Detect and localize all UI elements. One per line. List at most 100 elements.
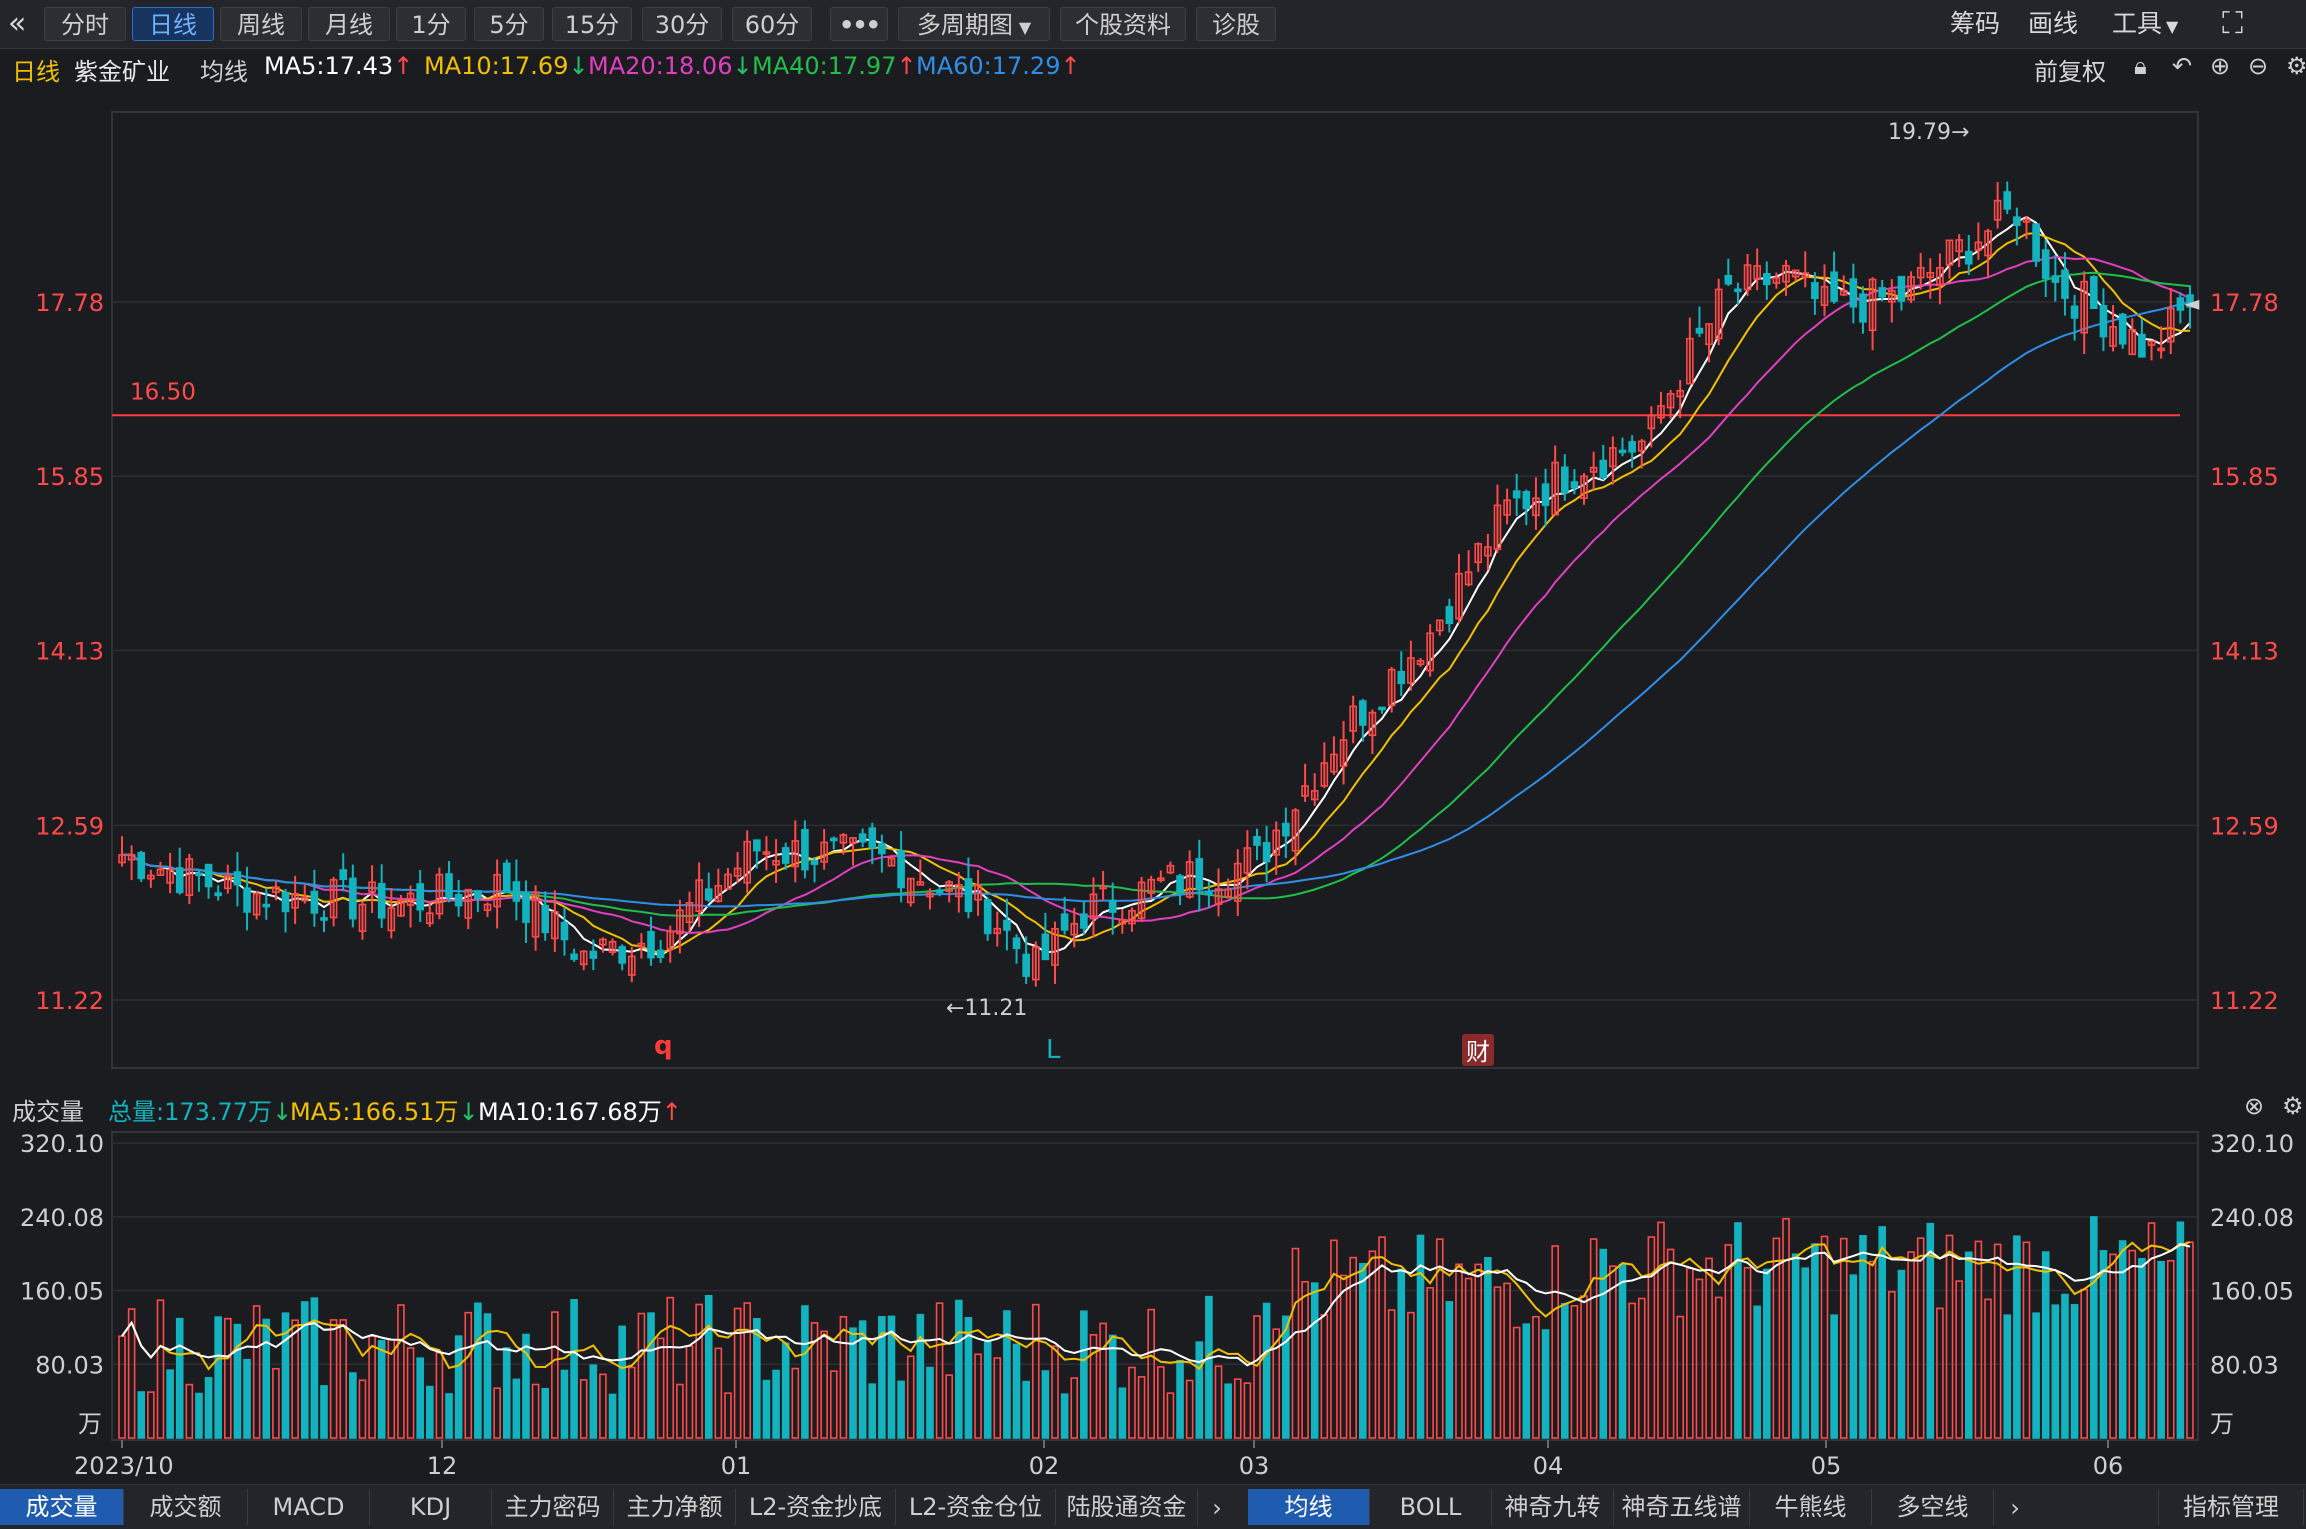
tab-kdj[interactable]: KDJ bbox=[370, 1489, 492, 1525]
volume-bar bbox=[906, 1355, 915, 1439]
draw-button[interactable]: 画线 bbox=[2028, 9, 2079, 38]
tab-boll[interactable]: BOLL bbox=[1370, 1489, 1492, 1525]
candle-body bbox=[1551, 461, 1559, 516]
tab-volume[interactable]: 成交量 bbox=[0, 1489, 124, 1525]
candle-body bbox=[829, 837, 838, 842]
volume-bar bbox=[897, 1380, 905, 1439]
adjust-mode[interactable]: 前复权 bbox=[2034, 58, 2106, 86]
tools-dropdown[interactable]: 工具 ▼ bbox=[2112, 7, 2178, 41]
candle-body bbox=[1830, 271, 1838, 302]
period-tab-5min[interactable]: 5分 bbox=[474, 7, 544, 41]
tab-ma[interactable]: 均线 bbox=[1248, 1489, 1370, 1525]
tab-bull-bear[interactable]: 牛熊线 bbox=[1750, 1489, 1872, 1525]
volume-bar bbox=[2070, 1304, 2079, 1439]
candle-body bbox=[1811, 282, 1819, 300]
stock-name[interactable]: 紫金矿业 bbox=[74, 58, 170, 86]
indicator-manage-button[interactable]: 指标管理 bbox=[2158, 1489, 2304, 1525]
volume-bar bbox=[1224, 1383, 1232, 1439]
zoom-out-icon[interactable]: ⊖ bbox=[2248, 52, 2269, 80]
candle-body bbox=[1224, 888, 1232, 898]
candle-body bbox=[1272, 829, 1281, 856]
candle-body bbox=[1205, 891, 1213, 896]
tab-northbound[interactable]: 陆股通资金 bbox=[1056, 1489, 1198, 1525]
period-tab-intraday[interactable]: 分时 bbox=[44, 7, 126, 41]
fullscreen-icon[interactable]: ⛶ bbox=[2222, 6, 2243, 41]
candle-body bbox=[2032, 223, 2040, 262]
period-tab-30min[interactable]: 30分 bbox=[642, 7, 722, 41]
tab-long-short[interactable]: 多空线 bbox=[1872, 1489, 1994, 1525]
tab-main-net[interactable]: 主力净额 bbox=[614, 1489, 736, 1525]
lock-icon[interactable]: 🔒︎ bbox=[2134, 52, 2147, 80]
multi-period-dropdown[interactable]: 多周期图 ▼ bbox=[898, 7, 1050, 41]
candle-body bbox=[1282, 822, 1290, 837]
x-axis-label: 2023/10 bbox=[74, 1452, 174, 1480]
volume-bar bbox=[955, 1299, 963, 1439]
candle-body bbox=[1570, 481, 1579, 489]
next-tabs-icon-right[interactable]: › bbox=[2010, 1494, 2020, 1522]
candle-body bbox=[204, 863, 213, 888]
back-icon[interactable]: « bbox=[8, 6, 27, 41]
ma5-value: MA5:17.43↑ bbox=[264, 52, 414, 80]
undo-icon[interactable]: ↶ bbox=[2172, 52, 2193, 80]
stock-info-button[interactable]: 个股资料 bbox=[1060, 7, 1186, 41]
period-tab-monthly[interactable]: 月线 bbox=[308, 7, 390, 41]
volume-bar bbox=[2061, 1293, 2069, 1439]
volume-bar bbox=[1676, 1315, 1685, 1439]
volume-bar bbox=[522, 1333, 530, 1439]
candle-body bbox=[310, 890, 319, 914]
ma-label[interactable]: 均线 bbox=[200, 58, 248, 86]
volume-bar bbox=[618, 1325, 626, 1439]
volume-y-tick-right: 240.08 bbox=[2210, 1204, 2294, 1232]
period-tab-weekly[interactable]: 周线 bbox=[220, 7, 302, 41]
close-icon[interactable]: ⊗ bbox=[2244, 1092, 2265, 1120]
candle-body bbox=[1310, 790, 1319, 801]
candle-body bbox=[156, 868, 165, 876]
period-tab-15min[interactable]: 15分 bbox=[552, 7, 632, 41]
volume-bar bbox=[685, 1345, 694, 1439]
volume-bar bbox=[1839, 1237, 1848, 1439]
candle-body bbox=[214, 892, 222, 897]
period-tab-daily[interactable]: 日线 bbox=[132, 7, 214, 41]
candle-body bbox=[1003, 919, 1011, 931]
tab-turnover[interactable]: 成交额 bbox=[124, 1489, 248, 1525]
volume-bar bbox=[1320, 1314, 1329, 1439]
volume-bar bbox=[781, 1342, 790, 1439]
volume-bar bbox=[1493, 1286, 1502, 1439]
volume-legend: 成交量 总量:173.77万↓ MA5:166.51万↓ MA10:167.68… bbox=[12, 1092, 2304, 1126]
period-tab-60min[interactable]: 60分 bbox=[732, 7, 812, 41]
candlestick-chart[interactable]: 17.78 17.78 15.85 15.85 14.13 14.13 12.59 12.59… bbox=[0, 88, 2306, 1078]
period-tab-1min[interactable]: 1分 bbox=[396, 7, 466, 41]
chips-button[interactable]: 筹码 bbox=[1950, 9, 2001, 38]
tab-main-code[interactable]: 主力密码 bbox=[492, 1489, 614, 1525]
candle-body bbox=[368, 881, 376, 893]
candle-body bbox=[1993, 199, 2002, 221]
candle-body bbox=[435, 873, 444, 915]
zoom-in-icon[interactable]: ⊕ bbox=[2210, 52, 2231, 80]
candle-body bbox=[2080, 280, 2088, 334]
more-periods-button[interactable]: ••• bbox=[830, 7, 888, 41]
tab-macd[interactable]: MACD bbox=[248, 1489, 370, 1525]
volume-chart[interactable]: 320.10 320.10 240.08 240.08 160.05 160.05 80.0… bbox=[0, 1126, 2306, 1482]
volume-ma10: MA10:167.68万↑ bbox=[478, 1098, 682, 1126]
candle-body bbox=[127, 854, 136, 861]
tab-l2-bottom[interactable]: L2-资金抄底 bbox=[736, 1489, 896, 1525]
candle-body bbox=[753, 839, 761, 852]
candle-body bbox=[1541, 483, 1550, 506]
candle-body bbox=[1253, 835, 1261, 846]
volume-bar bbox=[1522, 1323, 1531, 1439]
diagnose-button[interactable]: 诊股 bbox=[1196, 7, 1276, 41]
volume-settings-icon[interactable]: ⚙ bbox=[2282, 1092, 2304, 1120]
settings-icon[interactable]: ⚙ bbox=[2286, 52, 2306, 80]
candle-body bbox=[1580, 475, 1588, 499]
candle-body bbox=[887, 857, 896, 867]
tab-l2-position[interactable]: L2-资金仓位 bbox=[896, 1489, 1056, 1525]
volume-bar bbox=[243, 1358, 251, 1439]
x-axis-label: 05 bbox=[1811, 1452, 1842, 1480]
next-tabs-icon[interactable]: › bbox=[1212, 1494, 1222, 1522]
volume-bar bbox=[1801, 1267, 1810, 1439]
tab-magic-nine[interactable]: 神奇九转 bbox=[1492, 1489, 1614, 1525]
candle-body bbox=[627, 955, 636, 976]
candle-body bbox=[1589, 466, 1598, 473]
volume-bar bbox=[1532, 1315, 1540, 1439]
tab-magic-five[interactable]: 神奇五线谱 bbox=[1614, 1489, 1750, 1525]
